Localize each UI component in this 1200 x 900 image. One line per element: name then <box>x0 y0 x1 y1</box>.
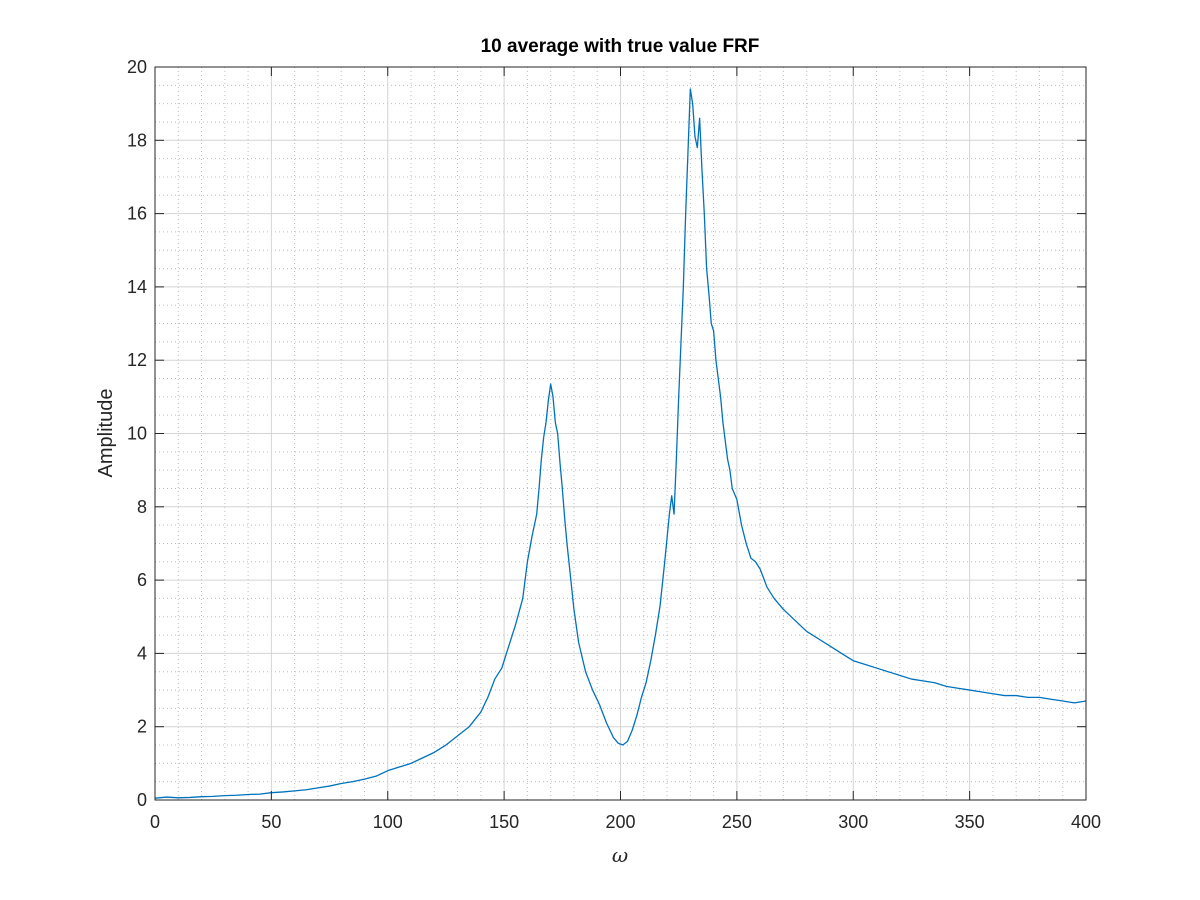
x-tick-label: 100 <box>373 812 403 832</box>
x-tick-label: 400 <box>1071 812 1101 832</box>
y-tick-label: 10 <box>127 424 147 444</box>
x-tick-label: 50 <box>261 812 281 832</box>
y-tick-label: 16 <box>127 204 147 224</box>
y-tick-label: 8 <box>137 497 147 517</box>
y-tick-label: 4 <box>137 643 147 663</box>
x-tick-label: 300 <box>838 812 868 832</box>
x-tick-label: 250 <box>722 812 752 832</box>
y-tick-label: 2 <box>137 717 147 737</box>
x-axis-label: ω <box>612 843 628 867</box>
y-tick-label: 6 <box>137 570 147 590</box>
series-layer <box>154 88 1087 799</box>
chart-title: 10 average with true value FRF <box>481 36 760 57</box>
series-line <box>154 88 1087 799</box>
y-tick-label: 18 <box>127 130 147 150</box>
y-tick-label: 12 <box>127 350 147 370</box>
y-axis-label: Amplitude <box>95 389 117 478</box>
y-tick-label: 14 <box>127 277 147 297</box>
x-tick-label: 350 <box>955 812 985 832</box>
x-tick-label: 0 <box>150 812 160 832</box>
x-tick-label: 200 <box>605 812 635 832</box>
x-axis-ticks: 0 50 100 150 200 250 300 350 400 <box>150 67 1101 832</box>
y-axis-ticks: 0 2 4 6 8 10 12 14 16 18 20 <box>127 57 1086 810</box>
y-tick-label: 0 <box>137 790 147 810</box>
major-grid <box>154 66 1087 801</box>
x-tick-label: 150 <box>489 812 519 832</box>
y-tick-label: 20 <box>127 57 147 77</box>
